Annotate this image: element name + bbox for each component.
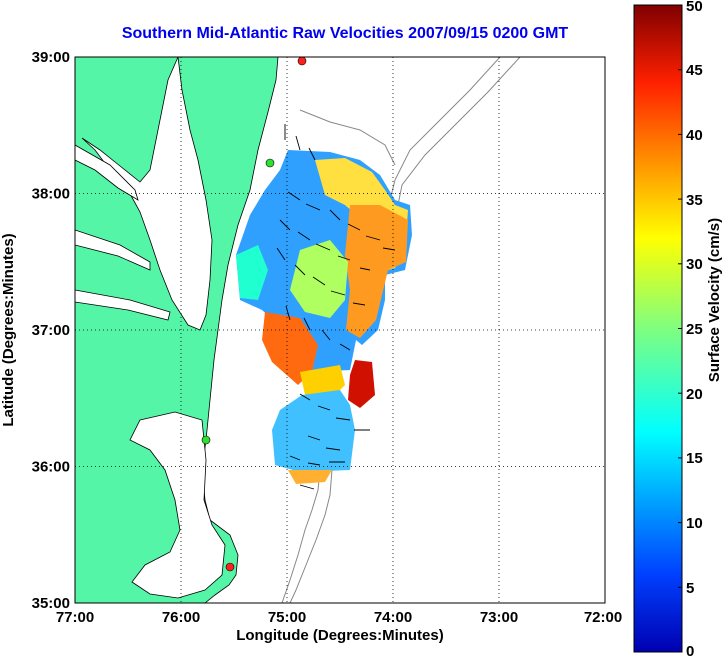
bathymetry-contour xyxy=(299,109,396,166)
y-tick-label: 38:00 xyxy=(32,186,70,203)
colorbar-tick-label: 15 xyxy=(686,450,703,467)
station-marker-red xyxy=(225,562,235,572)
river-inlet xyxy=(75,144,139,201)
bathymetry-contour xyxy=(281,469,321,603)
y-tick-label: 37:00 xyxy=(32,322,70,339)
x-tick-label: 72:00 xyxy=(584,609,622,626)
y-tick-label: 36:00 xyxy=(32,459,70,476)
x-axis-label: Longitude (Degrees:Minutes) xyxy=(236,627,444,644)
colorbar-tick-label: 25 xyxy=(686,321,703,338)
x-tick-label: 73:00 xyxy=(480,609,518,626)
grid xyxy=(75,57,605,603)
velocity-vectors xyxy=(276,124,396,490)
colorbar-tick-label: 0 xyxy=(686,643,694,659)
bathymetry-contour xyxy=(289,469,333,603)
x-axis: 77:00 76:00 75:00 74:00 73:00 72:00 Long… xyxy=(56,609,622,644)
river-inlet xyxy=(75,229,151,271)
colorbar-tick-label: 10 xyxy=(686,515,703,532)
colorbar-tick-label: 35 xyxy=(686,192,703,209)
river-inlet xyxy=(75,289,171,321)
pamlico-sound xyxy=(129,411,226,599)
y-tick-label: 35:00 xyxy=(32,595,70,612)
colorbar-tick-label: 50 xyxy=(686,0,703,15)
x-tick-label: 75:00 xyxy=(268,609,306,626)
colorbar-label: Surface Velocity (cm/s) xyxy=(706,218,723,382)
map-title: Southern Mid-Atlantic Raw Velocities 200… xyxy=(122,25,569,42)
station-marker-green xyxy=(201,435,211,445)
x-tick-label: 77:00 xyxy=(56,609,94,626)
x-tick-label: 74:00 xyxy=(374,609,412,626)
bathymetry-contour xyxy=(397,57,521,206)
colorbar-gradient xyxy=(633,4,683,653)
plot-frame xyxy=(74,56,606,604)
colorbar-ticks xyxy=(678,4,682,588)
station-marker-green xyxy=(265,158,275,168)
y-axis-label: Latitude (Degrees:Minutes) xyxy=(0,233,17,426)
colorbar-tick-label: 45 xyxy=(686,62,703,79)
y-axis: 39:00 38:00 37:00 36:00 35:00 Latitude (… xyxy=(0,49,70,612)
colorbar-tick-label: 30 xyxy=(686,256,703,273)
y-tick-label: 39:00 xyxy=(32,49,70,66)
colorbar: 50 45 40 35 30 25 20 15 10 5 0 Surface V… xyxy=(633,0,723,659)
station-marker-red xyxy=(297,57,307,66)
colorbar-tick-label: 20 xyxy=(686,386,703,403)
colorbar-tick-label: 5 xyxy=(686,580,694,597)
colorbar-tick-label: 40 xyxy=(686,127,703,144)
x-tick-label: 76:00 xyxy=(162,609,200,626)
